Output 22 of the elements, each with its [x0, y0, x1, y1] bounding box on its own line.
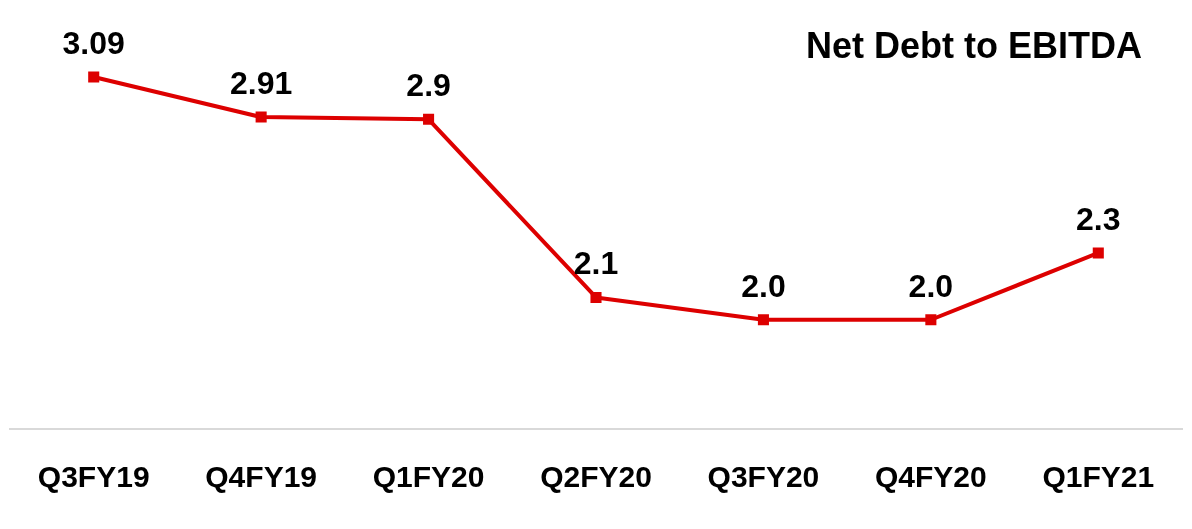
point: [590, 291, 602, 304]
x-tick-label: Q1FY21: [1042, 460, 1155, 494]
data-label: 2.0: [908, 267, 954, 304]
chart-title: Net Debt to EBITDA: [806, 24, 1142, 66]
point: [255, 111, 267, 123]
data-label: 2.0: [741, 267, 786, 304]
x-tick-label: Q3FY20: [707, 460, 820, 494]
data-label: 2.3: [1076, 200, 1121, 237]
data-label: 2.9: [406, 67, 451, 104]
x-tick-label: Q3FY19: [37, 460, 150, 494]
x-tick-label: Q1FY20: [372, 460, 485, 494]
point: [88, 71, 100, 83]
point: [423, 113, 435, 125]
data-label: 2.1: [573, 245, 619, 282]
point: [1092, 247, 1104, 259]
point: [925, 314, 937, 326]
data-label: 3.09: [62, 24, 125, 61]
x-tick-label: Q4FY20: [874, 460, 987, 494]
x-tick-label: Q2FY20: [540, 460, 652, 494]
point: [757, 314, 769, 326]
data-label: 2.91: [230, 64, 293, 101]
x-tick-label: Q4FY19: [205, 460, 318, 494]
